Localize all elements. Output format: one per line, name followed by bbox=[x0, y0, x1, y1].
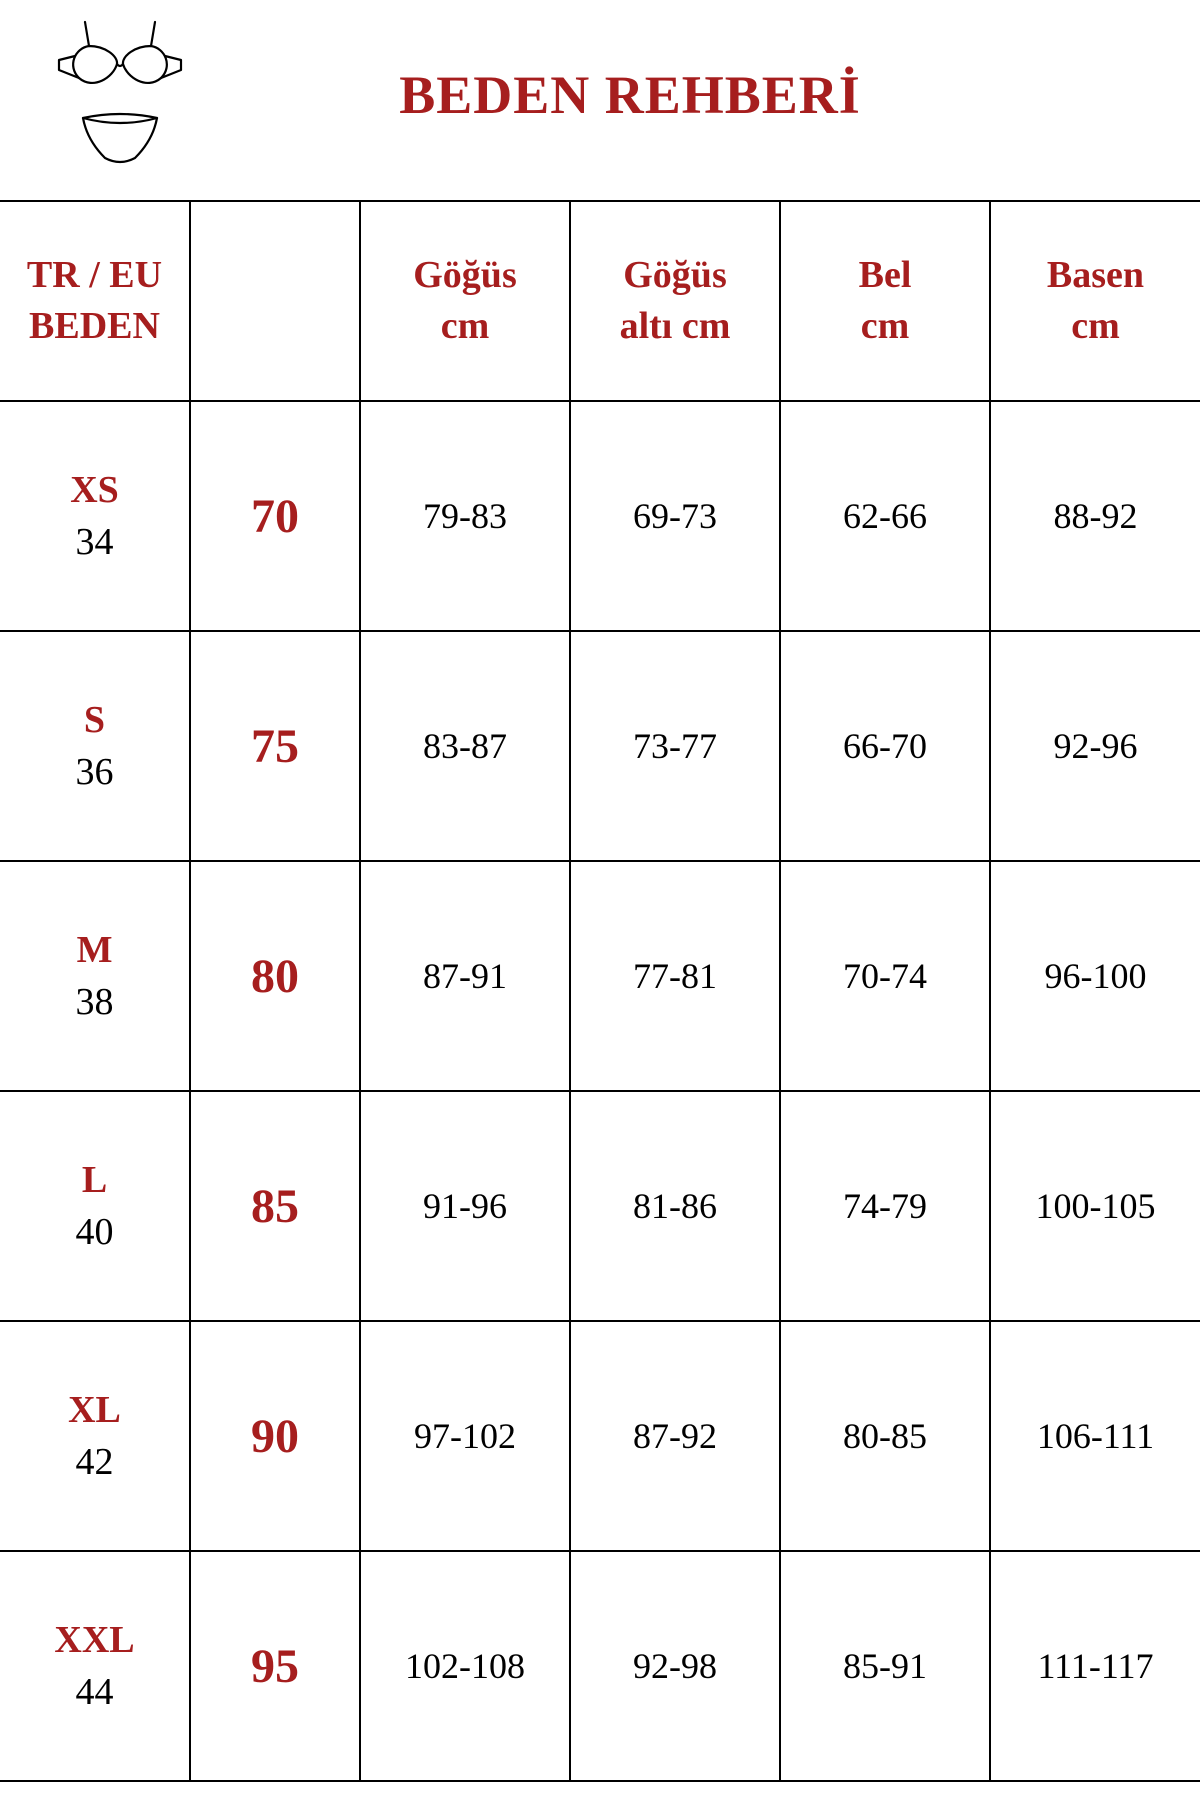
cell-hip: 100-105 bbox=[990, 1091, 1200, 1321]
size-number: 36 bbox=[0, 750, 189, 794]
size-number: 38 bbox=[0, 980, 189, 1024]
header: BEDEN REHBERİ bbox=[0, 0, 1200, 200]
col-header-waist: Bel cm bbox=[780, 201, 990, 401]
col-header-bust: Göğüs cm bbox=[360, 201, 570, 401]
hip-value: 100-105 bbox=[1036, 1186, 1156, 1226]
cell-underbust: 73-77 bbox=[570, 631, 780, 861]
cell-bust: 91-96 bbox=[360, 1091, 570, 1321]
underbust-value: 69-73 bbox=[633, 496, 717, 536]
table-row: XS 34 70 79-83 69-73 62-66 88-92 bbox=[0, 401, 1200, 631]
cell-waist: 62-66 bbox=[780, 401, 990, 631]
table-row: M 38 80 87-91 77-81 70-74 96-100 bbox=[0, 861, 1200, 1091]
cell-underbust: 92-98 bbox=[570, 1551, 780, 1781]
bust-value: 91-96 bbox=[423, 1186, 507, 1226]
table-row: XL 42 90 97-102 87-92 80-85 106-111 bbox=[0, 1321, 1200, 1551]
cell-waist: 66-70 bbox=[780, 631, 990, 861]
bust-value: 79-83 bbox=[423, 496, 507, 536]
bust-value: 97-102 bbox=[414, 1416, 516, 1456]
waist-value: 80-85 bbox=[843, 1416, 927, 1456]
bust-value: 83-87 bbox=[423, 726, 507, 766]
waist-value: 70-74 bbox=[843, 956, 927, 996]
band-value: 95 bbox=[251, 1640, 299, 1693]
cell-band: 95 bbox=[190, 1551, 360, 1781]
hip-value: 106-111 bbox=[1037, 1416, 1154, 1456]
waist-value: 74-79 bbox=[843, 1186, 927, 1226]
hip-value: 96-100 bbox=[1045, 956, 1147, 996]
underbust-value: 92-98 bbox=[633, 1646, 717, 1686]
size-number: 34 bbox=[0, 520, 189, 564]
cell-band: 85 bbox=[190, 1091, 360, 1321]
cell-size: M 38 bbox=[0, 861, 190, 1091]
cell-band: 75 bbox=[190, 631, 360, 861]
cell-band: 80 bbox=[190, 861, 360, 1091]
cell-underbust: 87-92 bbox=[570, 1321, 780, 1551]
waist-value: 66-70 bbox=[843, 726, 927, 766]
cell-waist: 80-85 bbox=[780, 1321, 990, 1551]
band-value: 75 bbox=[251, 720, 299, 773]
cell-band: 90 bbox=[190, 1321, 360, 1551]
band-value: 80 bbox=[251, 950, 299, 1003]
cell-hip: 106-111 bbox=[990, 1321, 1200, 1551]
cell-hip: 92-96 bbox=[990, 631, 1200, 861]
hip-value: 111-117 bbox=[1038, 1646, 1154, 1686]
size-letter: M bbox=[0, 928, 189, 972]
cell-underbust: 77-81 bbox=[570, 861, 780, 1091]
cell-hip: 111-117 bbox=[990, 1551, 1200, 1781]
cell-underbust: 81-86 bbox=[570, 1091, 780, 1321]
page-title: BEDEN REHBERİ bbox=[260, 64, 1160, 126]
hip-value: 88-92 bbox=[1054, 496, 1138, 536]
cell-bust: 97-102 bbox=[360, 1321, 570, 1551]
cell-bust: 87-91 bbox=[360, 861, 570, 1091]
cell-hip: 96-100 bbox=[990, 861, 1200, 1091]
col-header-underbust: Göğüs altı cm bbox=[570, 201, 780, 401]
cell-size: XL 42 bbox=[0, 1321, 190, 1551]
col-header-size: TR / EU BEDEN bbox=[0, 201, 190, 401]
table-row: XXL 44 95 102-108 92-98 85-91 111-117 bbox=[0, 1551, 1200, 1781]
size-letter: XL bbox=[0, 1388, 189, 1432]
size-letter: XXL bbox=[0, 1618, 189, 1662]
cell-waist: 74-79 bbox=[780, 1091, 990, 1321]
cell-hip: 88-92 bbox=[990, 401, 1200, 631]
table-header-row: TR / EU BEDEN Göğüs cm Göğüs altı cm Bel… bbox=[0, 201, 1200, 401]
size-guide-table: TR / EU BEDEN Göğüs cm Göğüs altı cm Bel… bbox=[0, 200, 1200, 1782]
hip-value: 92-96 bbox=[1054, 726, 1138, 766]
lingerie-icon bbox=[40, 20, 200, 170]
cell-waist: 85-91 bbox=[780, 1551, 990, 1781]
cell-bust: 102-108 bbox=[360, 1551, 570, 1781]
cell-band: 70 bbox=[190, 401, 360, 631]
bust-value: 102-108 bbox=[405, 1646, 525, 1686]
size-letter: S bbox=[0, 698, 189, 742]
size-letter: XS bbox=[0, 468, 189, 512]
underbust-value: 87-92 bbox=[633, 1416, 717, 1456]
size-letter: L bbox=[0, 1158, 189, 1202]
underbust-value: 73-77 bbox=[633, 726, 717, 766]
underbust-value: 81-86 bbox=[633, 1186, 717, 1226]
cell-underbust: 69-73 bbox=[570, 401, 780, 631]
cell-size: L 40 bbox=[0, 1091, 190, 1321]
band-value: 85 bbox=[251, 1180, 299, 1233]
underbust-value: 77-81 bbox=[633, 956, 717, 996]
cell-bust: 83-87 bbox=[360, 631, 570, 861]
bust-value: 87-91 bbox=[423, 956, 507, 996]
size-number: 44 bbox=[0, 1670, 189, 1714]
size-number: 40 bbox=[0, 1210, 189, 1254]
size-number: 42 bbox=[0, 1440, 189, 1484]
waist-value: 85-91 bbox=[843, 1646, 927, 1686]
waist-value: 62-66 bbox=[843, 496, 927, 536]
cell-waist: 70-74 bbox=[780, 861, 990, 1091]
cell-size: XS 34 bbox=[0, 401, 190, 631]
table-row: S 36 75 83-87 73-77 66-70 92-96 bbox=[0, 631, 1200, 861]
col-header-band bbox=[190, 201, 360, 401]
cell-size: XXL 44 bbox=[0, 1551, 190, 1781]
col-header-hip: Basen cm bbox=[990, 201, 1200, 401]
band-value: 90 bbox=[251, 1410, 299, 1463]
table-row: L 40 85 91-96 81-86 74-79 100-105 bbox=[0, 1091, 1200, 1321]
cell-size: S 36 bbox=[0, 631, 190, 861]
cell-bust: 79-83 bbox=[360, 401, 570, 631]
band-value: 70 bbox=[251, 490, 299, 543]
